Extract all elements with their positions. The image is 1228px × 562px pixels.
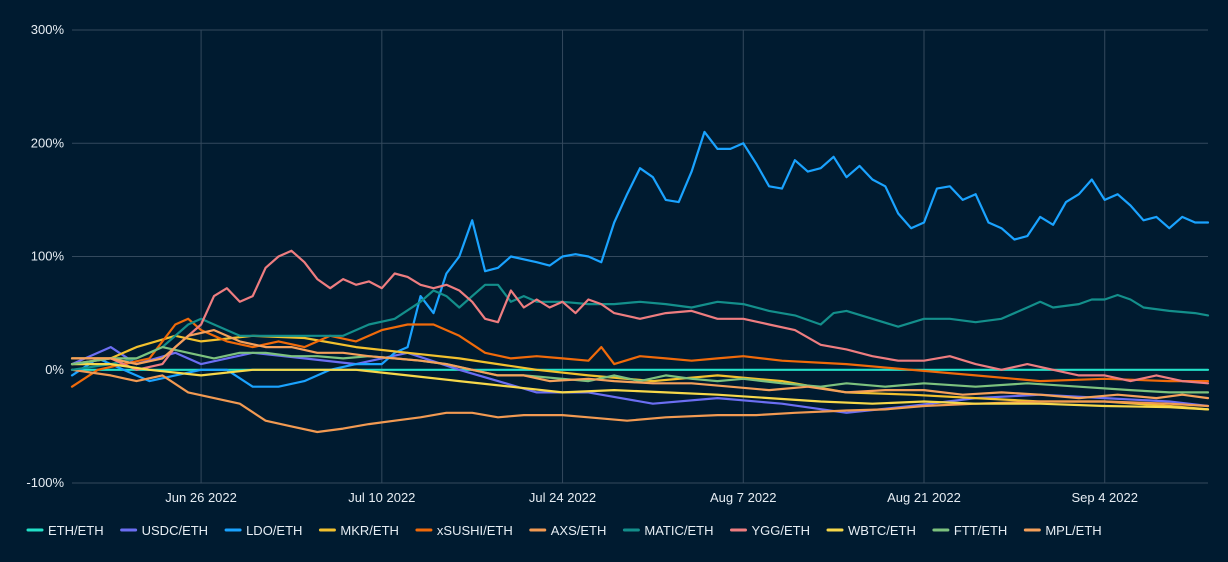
- y-tick-label: 100%: [31, 249, 65, 264]
- series-line-usdc-eth[interactable]: [70, 346, 1210, 414]
- series-line-axs-eth[interactable]: [70, 368, 1210, 434]
- legend-label: MATIC/ETH: [644, 523, 713, 538]
- axis-labels: 300% 200% 100% 0% -100% Jun 26 2022 Jul 10 202…: [26, 22, 1138, 505]
- legend-item-axs-eth[interactable]: AXS/ETH: [529, 523, 607, 538]
- y-tick-label: 300%: [31, 22, 65, 37]
- series-line-xsushi-eth[interactable]: [70, 317, 1210, 388]
- legend-item-usdc-eth[interactable]: USDC/ETH: [120, 523, 208, 538]
- x-tick-label: Jun 26 2022: [165, 490, 237, 505]
- series-line-wbtc-eth[interactable]: [70, 363, 1210, 411]
- x-tick-label: Aug 21 2022: [887, 490, 961, 505]
- series-line-matic-eth[interactable]: [70, 283, 1210, 371]
- legend-label: YGG/ETH: [751, 523, 810, 538]
- x-tick-label: Sep 4 2022: [1071, 490, 1138, 505]
- legend-item-xsushi-eth[interactable]: xSUSHI/ETH: [415, 523, 513, 538]
- legend-item-mpl-eth[interactable]: MPL/ETH: [1023, 523, 1102, 538]
- y-tick-label: -100%: [26, 475, 64, 490]
- legend-label: xSUSHI/ETH: [437, 523, 513, 538]
- series-line-ldo-eth[interactable]: [70, 130, 1210, 388]
- legend-item-eth-eth[interactable]: ETH/ETH: [26, 523, 104, 538]
- legend-label: WBTC/ETH: [848, 523, 916, 538]
- legend-item-ftt-eth[interactable]: FTT/ETH: [932, 523, 1007, 538]
- legend-item-mkr-eth[interactable]: MKR/ETH: [318, 523, 399, 538]
- series-line-mkr-eth[interactable]: [70, 334, 1210, 411]
- y-tick-label: 0%: [45, 362, 64, 377]
- series-lines: [70, 130, 1210, 434]
- x-tick-label: Jul 24 2022: [529, 490, 596, 505]
- legend-label: MKR/ETH: [340, 523, 399, 538]
- series-line-ygg-eth[interactable]: [70, 249, 1210, 385]
- legend-item-wbtc-eth[interactable]: WBTC/ETH: [826, 523, 916, 538]
- legend-label: AXS/ETH: [551, 523, 607, 538]
- series-line-mpl-eth[interactable]: [70, 329, 1210, 400]
- legend-label: FTT/ETH: [954, 523, 1007, 538]
- legend-label: USDC/ETH: [142, 523, 208, 538]
- legend-label: ETH/ETH: [48, 523, 104, 538]
- grid-lines: [72, 29, 1208, 484]
- series-line-ftt-eth[interactable]: [70, 346, 1210, 394]
- legend-label: MPL/ETH: [1045, 523, 1101, 538]
- y-tick-label: 200%: [31, 135, 65, 150]
- legend-item-ldo-eth[interactable]: LDO/ETH: [224, 523, 302, 538]
- legend-item-ygg-eth[interactable]: YGG/ETH: [729, 523, 810, 538]
- legend-item-matic-eth[interactable]: MATIC/ETH: [622, 523, 713, 538]
- legend-label: LDO/ETH: [246, 523, 302, 538]
- x-tick-label: Aug 7 2022: [710, 490, 777, 505]
- x-tick-label: Jul 10 2022: [348, 490, 415, 505]
- legend: ETH/ETH USDC/ETH LDO/ETH MKR/ETH xSUSHI/ETH A…: [26, 523, 1102, 538]
